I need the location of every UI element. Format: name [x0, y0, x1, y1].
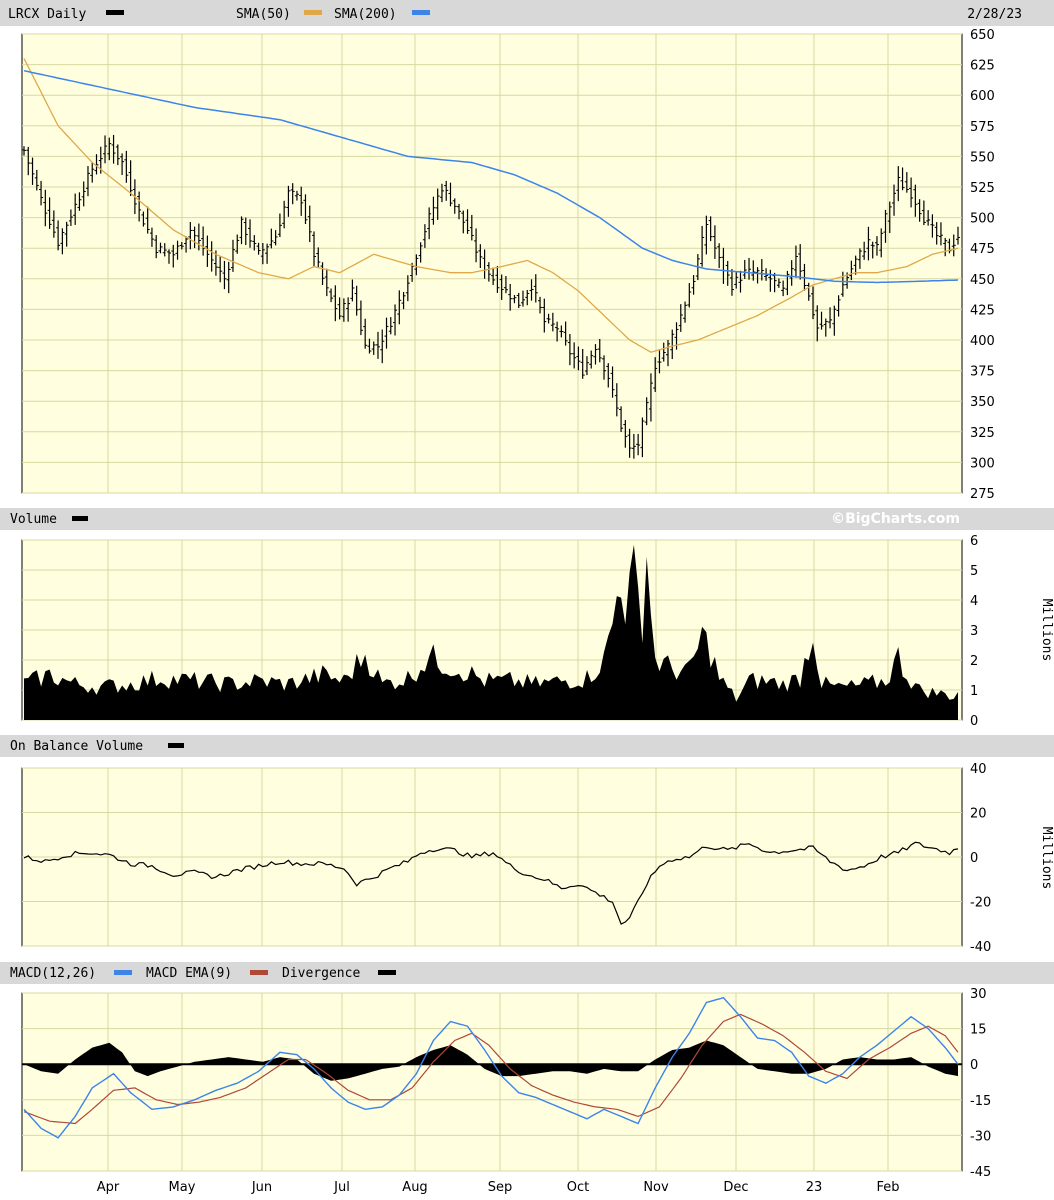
price-tick-label: 325: [970, 426, 995, 441]
header-band: [0, 0, 1054, 26]
macd-title: MACD(12,26): [10, 966, 96, 981]
volume-tick-label: 3: [970, 624, 978, 639]
obv-y-axis: 40 20 0 -20 -40: [970, 762, 991, 955]
price-legend-swatch: [106, 10, 124, 15]
macd-tick-label: 0: [970, 1058, 978, 1073]
price-tick-label: 275: [970, 487, 995, 502]
price-tick-label: 650: [970, 28, 995, 43]
macd-tick-label: -30: [970, 1129, 991, 1144]
obv-tick-label: -20: [970, 896, 991, 911]
x-month-label: Feb: [876, 1180, 899, 1195]
price-tick-label: 550: [970, 150, 995, 165]
price-tick-label: 300: [970, 456, 995, 471]
volume-tick-label: 4: [970, 594, 978, 609]
x-month-label: 23: [806, 1180, 823, 1195]
volume-bars: [24, 544, 958, 720]
obv-line: [23, 841, 959, 925]
x-month-label: Jul: [333, 1180, 350, 1195]
obv-unit-label: Millions: [1039, 827, 1054, 890]
sma200-line: [23, 69, 959, 284]
volume-legend-swatch: [72, 516, 88, 521]
volume-tick-label: 0: [970, 714, 978, 729]
macd-tick-label: 30: [970, 987, 987, 1002]
price-grid: [22, 33, 962, 494]
price-tick-label: 425: [970, 303, 995, 318]
volume-tick-label: 1: [970, 684, 978, 699]
macd-tick-label: 15: [970, 1023, 987, 1038]
price-tick-label: 575: [970, 120, 995, 135]
sma50-line: [23, 58, 959, 353]
macd-ema-legend-label: MACD EMA(9): [146, 966, 232, 981]
obv-band: [0, 735, 1054, 757]
macd-ema-legend-swatch: [250, 970, 268, 975]
x-month-label: Oct: [567, 1180, 589, 1195]
x-month-label: Dec: [723, 1180, 748, 1195]
x-month-label: Apr: [97, 1180, 120, 1195]
price-tick-label: 525: [970, 181, 995, 196]
obv-grid: [22, 767, 962, 947]
price-tick-label: 450: [970, 273, 995, 288]
divergence-legend-label: Divergence: [282, 966, 360, 981]
price-tick-label: 600: [970, 89, 995, 104]
x-month-label: May: [169, 1180, 196, 1195]
macd-y-axis: 30 15 0 -15 -30 -45: [970, 987, 991, 1180]
macd-tick-label: -45: [970, 1165, 991, 1180]
price-tick-label: 350: [970, 395, 995, 410]
x-axis-month-labels: Apr May Jun Jul Aug Sep Oct Nov Dec 23 Feb: [97, 1180, 900, 1195]
obv-tick-label: 40: [970, 762, 987, 777]
price-tick-label: 625: [970, 59, 995, 74]
price-tick-label: 475: [970, 242, 995, 257]
price-plot-area: [21, 33, 963, 494]
price-tick-label: 400: [970, 334, 995, 349]
volume-tick-label: 6: [970, 534, 978, 549]
chart-date: 2/28/23: [967, 7, 1022, 22]
macd-tick-label: -15: [970, 1094, 991, 1109]
sma50-legend-label: SMA(50): [236, 7, 291, 22]
volume-y-axis: 6 5 4 3 2 1 0: [970, 534, 978, 729]
obv-tick-label: 0: [970, 851, 978, 866]
price-ohlc-bars: [22, 134, 960, 459]
volume-unit-label: Millions: [1039, 599, 1054, 662]
macd-legend-swatch: [114, 970, 132, 975]
volume-title: Volume: [10, 512, 57, 527]
x-month-label: Aug: [402, 1180, 427, 1195]
volume-tick-label: 2: [970, 654, 978, 669]
x-month-label: Jun: [251, 1180, 272, 1195]
x-month-label: Sep: [488, 1180, 513, 1195]
macd-line: [23, 996, 959, 1139]
obv-tick-label: -40: [970, 940, 991, 955]
sma200-legend-label: SMA(200): [334, 7, 397, 22]
symbol-label: LRCX Daily: [8, 7, 86, 22]
credit-label: ©BigCharts.com: [831, 511, 960, 527]
macd-band: [0, 962, 1054, 984]
price-y-axis: 650 625 600 575 550 525 500 475 450 425 400 375 350 3…: [970, 28, 995, 502]
sma200-legend-swatch: [412, 10, 430, 15]
divergence-legend-swatch: [378, 970, 396, 975]
x-month-label: Nov: [643, 1180, 669, 1195]
price-tick-label: 375: [970, 365, 995, 380]
sma50-legend-swatch: [304, 10, 322, 15]
obv-title: On Balance Volume: [10, 739, 143, 754]
price-tick-label: 500: [970, 212, 995, 227]
volume-band: [0, 508, 1054, 530]
divergence-histogram: [24, 1040, 958, 1081]
obv-tick-label: 20: [970, 807, 987, 822]
volume-tick-label: 5: [970, 564, 978, 579]
macd-plot-area: [21, 992, 963, 1172]
obv-legend-swatch: [168, 743, 184, 748]
